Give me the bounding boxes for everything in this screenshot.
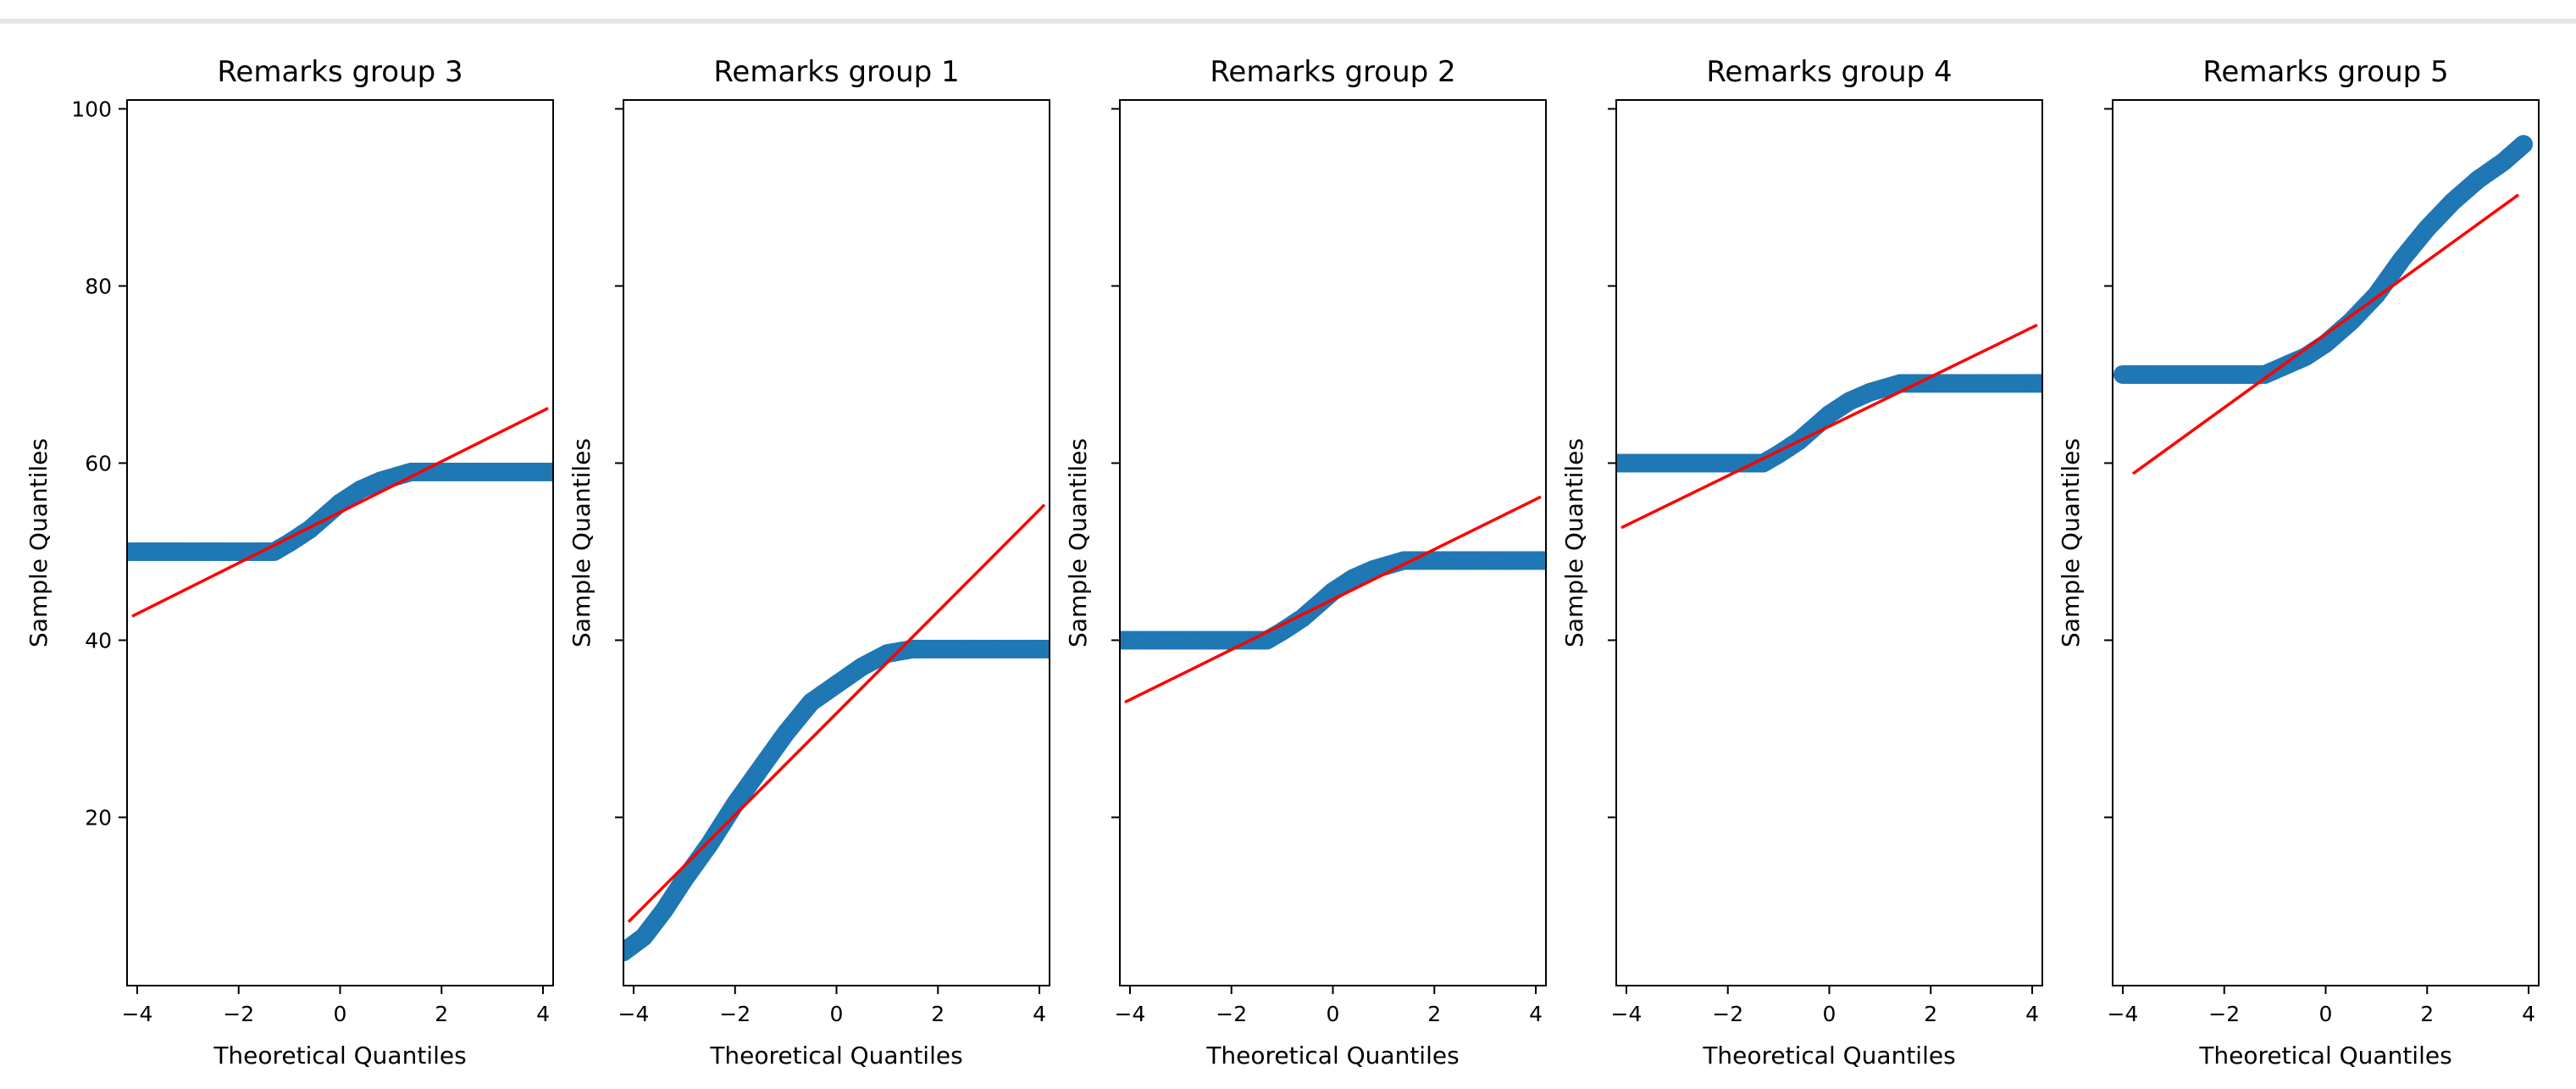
x-tick-label: 2 xyxy=(1427,1002,1441,1026)
x-tick-label: −4 xyxy=(618,1002,650,1026)
x-tick-label: 0 xyxy=(334,1002,347,1026)
x-tick-label: −2 xyxy=(1216,1002,1247,1026)
x-tick-label: −2 xyxy=(719,1002,751,1026)
sample-point xyxy=(2033,374,2042,393)
x-tick-label: −2 xyxy=(223,1002,254,1026)
y-axis-label: Sample Quantiles xyxy=(1560,438,1588,647)
x-axis-label: Theoretical Quantiles xyxy=(1205,1042,1459,1070)
x-tick-label: 4 xyxy=(1033,1002,1046,1026)
panel-5: Remarks group 5 −4 −2 0 2 4 Theoretical Quanti… xyxy=(2057,55,2540,1070)
x-axis-label: Theoretical Quantiles xyxy=(213,1042,466,1070)
sample-points xyxy=(2113,135,2534,384)
panel-1: Remarks group 3 −4 −2 0 2 4 20 40 60 80 100 Theoret… xyxy=(25,55,554,1070)
panel-title: Remarks group 5 xyxy=(2202,55,2448,89)
reference-line xyxy=(131,407,549,618)
x-tick-label: 0 xyxy=(1327,1002,1340,1026)
x-tick-label: 4 xyxy=(2522,1002,2535,1026)
x-tick-label: 0 xyxy=(1823,1002,1836,1026)
sample-point xyxy=(544,462,553,481)
panel-title: Remarks group 3 xyxy=(217,55,463,89)
x-axis-label: Theoretical Quantiles xyxy=(709,1042,962,1070)
x-tick-label: 2 xyxy=(435,1002,448,1026)
x-tick-label: 4 xyxy=(536,1002,550,1026)
x-tick-label: −2 xyxy=(1712,1002,1743,1026)
axes-frame xyxy=(1615,99,2043,986)
y-tick-label: 80 xyxy=(85,274,112,298)
axes-frame xyxy=(2112,99,2540,986)
sample-points xyxy=(1616,374,2042,473)
x-tick-label: 2 xyxy=(931,1002,945,1026)
panel-2: Remarks group 1 −4 −2 0 2 4 Theoretical Quanti… xyxy=(568,55,1050,1070)
x-tick-label: −4 xyxy=(122,1002,153,1026)
panel-title: Remarks group 2 xyxy=(1210,55,1455,89)
x-tick-label: 0 xyxy=(830,1002,844,1026)
axes-frame xyxy=(1119,99,1547,986)
reference-line xyxy=(627,503,1046,923)
sample-points xyxy=(1120,551,1546,650)
reference-line xyxy=(2131,193,2520,475)
x-tick-label: 4 xyxy=(2025,1002,2039,1026)
sample-point xyxy=(1040,639,1050,658)
sample-point xyxy=(1537,551,1546,570)
x-tick-label: −4 xyxy=(1115,1002,1146,1026)
x-axis-label: Theoretical Quantiles xyxy=(2198,1042,2451,1070)
y-tick-label: 20 xyxy=(85,805,112,830)
reference-line xyxy=(1124,495,1542,704)
y-tick-label: 40 xyxy=(85,628,112,653)
sample-point xyxy=(2514,135,2534,154)
y-tick-label: 100 xyxy=(71,97,112,121)
sample-points xyxy=(623,639,1050,962)
x-tick-label: 0 xyxy=(2319,1002,2333,1026)
x-tick-label: 4 xyxy=(1529,1002,1543,1026)
x-tick-label: −4 xyxy=(2108,1002,2139,1026)
x-tick-label: 2 xyxy=(2420,1002,2434,1026)
y-axis-label: Sample Quantiles xyxy=(1064,438,1092,647)
x-axis-label: Theoretical Quantiles xyxy=(1702,1042,1955,1070)
x-tick-label: −2 xyxy=(2208,1002,2240,1026)
panel-title: Remarks group 1 xyxy=(713,55,959,89)
panel-title: Remarks group 4 xyxy=(1706,55,1952,89)
axes-frame xyxy=(623,99,1050,986)
y-axis-label: Sample Quantiles xyxy=(2057,438,2085,647)
x-tick-label: −4 xyxy=(1611,1002,1643,1026)
top-divider xyxy=(0,19,2576,24)
x-tick-label: 2 xyxy=(1924,1002,1937,1026)
panel-4: Remarks group 4 −4 −2 0 2 4 Theoretical Quanti… xyxy=(1560,55,2043,1070)
y-axis-label: Sample Quantiles xyxy=(568,438,596,647)
y-axis-label: Sample Quantiles xyxy=(25,438,53,647)
panel-3: Remarks group 2 −4 −2 0 2 4 Theoretical Quanti… xyxy=(1064,55,1547,1070)
reference-line xyxy=(1620,323,2038,530)
y-tick-label: 60 xyxy=(85,451,112,475)
